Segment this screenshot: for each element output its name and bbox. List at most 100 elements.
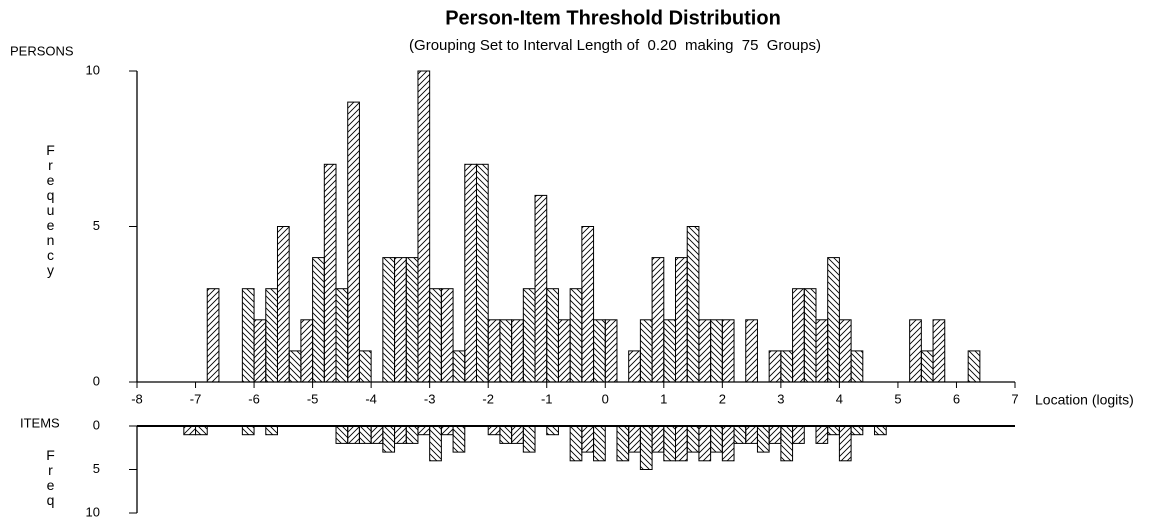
bar (206, 288, 220, 383)
bar (733, 425, 747, 444)
bar (440, 425, 454, 436)
x-tick-label: -4 (365, 391, 377, 406)
x-tick-label: 6 (953, 391, 960, 406)
bar (241, 288, 255, 383)
bar (405, 257, 419, 383)
bar (183, 425, 197, 436)
y-tick-label: 5 (93, 461, 100, 476)
bar (475, 163, 489, 383)
chart-subtitle: (Grouping Set to Interval Length of 0.20… (409, 37, 821, 54)
bar (499, 425, 513, 444)
bar (710, 425, 723, 453)
bar (569, 288, 583, 383)
y-tick-label: 10 (86, 62, 100, 77)
bar (522, 425, 536, 453)
x-tick-label: -7 (190, 391, 202, 406)
bar (370, 425, 384, 444)
chart-title: Person-Item Threshold Distribution (445, 7, 781, 29)
bar (651, 257, 665, 383)
bar (452, 425, 466, 453)
bar (511, 425, 524, 444)
bar (417, 70, 431, 383)
bar (534, 194, 548, 383)
bar (358, 425, 372, 444)
bar (780, 425, 794, 462)
bar (780, 350, 794, 383)
bar (511, 319, 524, 383)
bar (710, 319, 723, 383)
bar (452, 350, 466, 383)
bar (417, 425, 431, 436)
bar (300, 319, 314, 383)
x-tick-label: -5 (307, 391, 319, 406)
x-tick-label: 0 (602, 391, 609, 406)
bar (335, 288, 349, 383)
bar (440, 288, 454, 383)
bar (335, 425, 349, 444)
bar (581, 425, 595, 453)
bar (663, 319, 677, 383)
bar (394, 257, 407, 383)
bar (499, 319, 513, 383)
x-tick-label: 7 (1011, 391, 1018, 406)
x-tick-label: 2 (719, 391, 726, 406)
bar (838, 425, 852, 462)
bar (651, 425, 665, 453)
group-label: PERSONS (10, 43, 74, 58)
bar (792, 425, 805, 444)
bar (241, 425, 255, 436)
bar (745, 425, 758, 444)
bar (803, 288, 817, 383)
bar (768, 350, 782, 383)
bar (429, 288, 442, 383)
bar (593, 319, 606, 383)
bar (323, 163, 337, 383)
bar (405, 425, 419, 444)
bar (604, 319, 618, 383)
bar (276, 226, 290, 383)
x-axis-label: Location (logits) (1035, 392, 1134, 408)
bar (265, 425, 278, 436)
bar (394, 425, 407, 444)
bar (382, 257, 396, 383)
bar (487, 425, 501, 436)
bar (850, 350, 864, 383)
bar (593, 425, 606, 462)
x-tick-label: -6 (248, 391, 260, 406)
x-tick-label: -3 (424, 391, 436, 406)
bar (487, 319, 501, 383)
bar (546, 425, 559, 436)
bar (698, 319, 712, 383)
bar (756, 425, 770, 453)
bar (698, 425, 712, 462)
bar (347, 425, 360, 444)
bar (827, 425, 840, 436)
bar (768, 425, 782, 444)
x-tick-label: -1 (541, 391, 553, 406)
bar (464, 163, 477, 383)
bar (253, 319, 267, 383)
bar (686, 226, 700, 383)
bar (675, 425, 688, 462)
bar (838, 319, 852, 383)
bar (195, 425, 208, 436)
y-axis-label: Freq (46, 447, 55, 508)
bar (815, 319, 829, 383)
bar (675, 257, 688, 383)
bar (382, 425, 396, 453)
bar (686, 425, 700, 453)
bar (663, 425, 677, 462)
bar (358, 350, 372, 383)
bar (920, 350, 934, 383)
x-tick-label: 1 (660, 391, 667, 406)
x-tick-label: -2 (482, 391, 494, 406)
bar (569, 425, 583, 462)
group-label: ITEMS (20, 415, 60, 430)
bar (581, 226, 595, 383)
bar (265, 288, 278, 383)
bar (967, 350, 981, 383)
bar (850, 425, 864, 436)
bar (745, 319, 758, 383)
y-tick-label: 5 (93, 218, 100, 233)
